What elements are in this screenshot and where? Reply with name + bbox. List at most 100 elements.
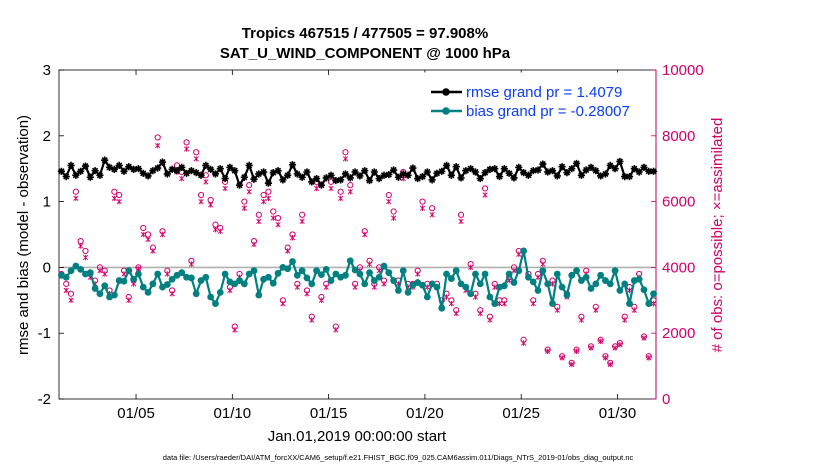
obs-possible-point (67, 290, 75, 297)
bias-point (284, 265, 292, 273)
bias-point (96, 290, 104, 298)
bias-line (60, 249, 655, 310)
rmse-point (77, 167, 85, 175)
obs-possible-point (207, 196, 214, 204)
legend-box (424, 72, 645, 122)
bias-point (178, 269, 186, 277)
obs-possible-point (260, 191, 267, 199)
obs-possible-point (193, 149, 200, 156)
bias-point (125, 267, 133, 275)
obs-assimilated-point (212, 226, 219, 233)
rmse-point (630, 165, 638, 173)
rmse-point (260, 168, 268, 176)
bias-point (404, 289, 412, 296)
rmse-point (404, 171, 412, 179)
bias-point (626, 300, 633, 307)
rmse-point (327, 171, 335, 179)
rmse-point (279, 176, 287, 184)
bias-point (308, 280, 316, 288)
rmse-point (621, 172, 629, 181)
obs-assimilated-point (419, 205, 426, 211)
obs-assimilated-point (352, 284, 358, 290)
rmse-point (447, 171, 455, 179)
obs-assimilated-point (650, 300, 657, 307)
rmse-point (269, 169, 277, 177)
obs-assimilated-point (232, 327, 238, 333)
obs-assimilated-point (183, 146, 190, 152)
rmse-point (125, 163, 133, 171)
rmse-point (312, 174, 321, 183)
rmse-point (582, 166, 590, 174)
bias-point (582, 273, 590, 281)
bias-point (149, 280, 157, 288)
rmse-point (645, 167, 653, 175)
rmse-point (178, 163, 186, 171)
rmse-point (72, 171, 80, 179)
rmse-point (438, 167, 446, 175)
rmse-point (548, 167, 557, 175)
bias-point (467, 290, 475, 298)
bias-point (423, 293, 431, 301)
obs-assimilated-point (598, 338, 604, 345)
bias-point (197, 277, 205, 284)
bias-point (245, 270, 253, 278)
obs-possible-point (111, 188, 118, 195)
bias-point (505, 270, 513, 278)
obs-assimilated-point (140, 231, 146, 238)
rmse-point (207, 165, 215, 173)
obs-assimilated-point (280, 300, 286, 307)
bias-point (265, 273, 272, 281)
obs-assimilated-point (63, 287, 69, 294)
bias-point (520, 247, 528, 255)
obs-assimilated-point (68, 297, 74, 304)
bias-point (187, 274, 195, 282)
obs-assimilated-point (251, 241, 257, 248)
obs-possible-point (265, 188, 272, 195)
obs-assimilated-point (97, 267, 103, 274)
obs-assimilated-point (294, 284, 300, 290)
bias-point (221, 270, 229, 278)
obs-assimilated-point (338, 195, 344, 202)
obs-assimilated-point (520, 340, 527, 346)
rmse-point (134, 165, 143, 173)
rmse-point (385, 171, 393, 179)
bias-point (101, 282, 109, 290)
obs-assimilated-point (415, 271, 421, 277)
bias-point (534, 287, 542, 294)
bias-point (568, 271, 576, 279)
obs-possible-point (429, 205, 436, 212)
bias-point (457, 280, 465, 288)
rmse-point (510, 174, 518, 182)
bias-point (250, 267, 258, 275)
rmse-point (399, 170, 407, 178)
bias-point (419, 281, 426, 289)
y-left-tick-label: -1 (38, 325, 51, 342)
bias-point (351, 266, 359, 274)
bias-point (356, 270, 364, 278)
y-right-tick-label: 8000 (662, 128, 695, 145)
legend-bias-marker (442, 107, 450, 115)
rmse-point (524, 171, 533, 179)
rmse-point (192, 169, 200, 177)
bias-point (207, 293, 215, 301)
bias-point (558, 283, 566, 291)
obs-assimilated-point (159, 231, 166, 238)
rmse-point (568, 165, 576, 173)
bias-point (462, 283, 470, 291)
obs-assimilated-point (265, 195, 272, 202)
rmse-point (423, 168, 431, 176)
bias-point (577, 277, 585, 284)
rmse-point (356, 172, 364, 180)
x-tick-label: 01/10 (214, 405, 252, 422)
bias-point (476, 280, 484, 288)
rmse-point (255, 170, 263, 178)
bias-point (529, 278, 537, 286)
obs-possible-point (347, 182, 354, 189)
obs-assimilated-point (390, 215, 397, 221)
obs-possible-point (246, 182, 253, 189)
bias-point (635, 275, 643, 283)
obs-possible-point (337, 188, 344, 195)
rmse-point (457, 174, 465, 182)
bias-point (549, 300, 556, 307)
obs-assimilated-point (304, 290, 310, 297)
